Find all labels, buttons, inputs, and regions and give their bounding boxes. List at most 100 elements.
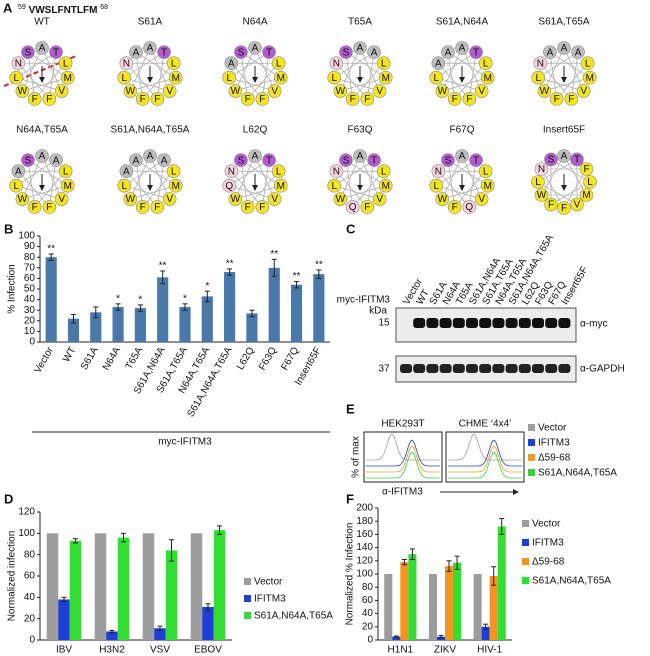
legend-label: Vector xyxy=(532,519,561,530)
band xyxy=(400,364,412,373)
bar xyxy=(179,307,191,342)
panel-label: D xyxy=(4,491,13,506)
significance: * xyxy=(138,295,142,306)
residue-label: T xyxy=(266,155,272,166)
residue xyxy=(162,192,177,206)
y-tick-label: 20 xyxy=(24,613,36,624)
wheel-edge xyxy=(27,51,68,78)
band xyxy=(558,364,571,373)
residue-label: A xyxy=(147,43,154,54)
wheel-edge xyxy=(334,185,380,200)
residue-label: A xyxy=(228,58,235,69)
legend-swatch xyxy=(528,424,535,431)
legend-label: IFITM3 xyxy=(532,538,564,549)
band xyxy=(439,318,452,328)
residue-label: T xyxy=(574,155,580,166)
residue xyxy=(135,200,150,214)
residue xyxy=(162,84,177,98)
residue-label: F xyxy=(245,202,251,213)
wheel-edge xyxy=(149,155,170,200)
residue-label: A xyxy=(435,58,442,69)
bar xyxy=(142,533,155,640)
residue-label: W xyxy=(18,86,28,97)
residue-label: V xyxy=(574,200,581,211)
bar xyxy=(428,574,437,640)
residue-label: N xyxy=(538,164,545,175)
y-tick-label: 120 xyxy=(356,555,373,566)
y-tick-label: 40 xyxy=(24,592,36,603)
wheel-edge xyxy=(334,77,380,92)
residue-label: F xyxy=(583,164,589,175)
residue-label: W xyxy=(126,86,136,97)
wheel-edge xyxy=(240,51,281,78)
legend-label: IFITM3 xyxy=(254,594,286,605)
significance: ** xyxy=(226,259,234,270)
residue-label: L xyxy=(331,73,337,84)
residue xyxy=(166,164,181,178)
y-tick-label: 50 xyxy=(24,284,36,295)
wheel-edge xyxy=(126,171,158,208)
residue-label: L xyxy=(433,73,439,84)
wheel-edge xyxy=(229,185,275,200)
residue xyxy=(480,70,495,85)
residue-label: S xyxy=(25,155,32,166)
residue xyxy=(60,178,75,193)
y-tick-label: 140 xyxy=(356,542,373,553)
residue xyxy=(54,192,69,206)
bar xyxy=(392,636,401,640)
residue xyxy=(429,178,444,193)
residue xyxy=(333,192,348,206)
band xyxy=(518,364,531,373)
residue xyxy=(15,84,30,98)
bar xyxy=(112,307,124,342)
residue xyxy=(267,192,282,206)
wheel-edge xyxy=(571,52,579,99)
residue-label: Q xyxy=(225,181,233,192)
residue xyxy=(240,92,255,106)
wheel-edge xyxy=(22,47,43,92)
significance: ** xyxy=(47,244,55,255)
residue-label: T xyxy=(53,47,59,58)
wheel-edge xyxy=(16,185,62,200)
wheel-edge xyxy=(461,155,482,200)
residue xyxy=(543,45,557,59)
residue-label: A xyxy=(561,151,568,162)
residue xyxy=(534,188,549,202)
residue xyxy=(372,192,387,206)
residue xyxy=(267,84,282,98)
x-tick-label: IBV xyxy=(56,645,72,656)
wheel-edge xyxy=(240,159,281,186)
wheel-edge xyxy=(130,155,151,200)
residue-label: L xyxy=(121,73,127,84)
band xyxy=(426,364,439,373)
wheel-edge xyxy=(334,159,375,186)
residue xyxy=(576,84,591,98)
residue-label: A xyxy=(133,155,140,166)
wheel-label: T65A xyxy=(348,17,372,28)
panel-label: B xyxy=(4,221,13,236)
bar xyxy=(90,312,102,342)
residue-label: Q xyxy=(349,202,357,213)
bar xyxy=(165,550,178,640)
residue-label: L xyxy=(171,58,177,69)
residue xyxy=(353,41,367,55)
flow-y-label: % of max xyxy=(351,436,362,478)
wheel-edge xyxy=(157,160,165,207)
residue xyxy=(431,56,446,70)
wheel-edge xyxy=(345,51,386,78)
legend-label: S61A,N64A,T65A xyxy=(532,576,611,587)
y-tick-label: 40 xyxy=(24,294,36,305)
y-tick-label: 0 xyxy=(367,635,373,646)
wheel-edge xyxy=(22,77,68,92)
residue xyxy=(372,84,387,98)
wheel-edge xyxy=(229,51,270,78)
y-tick-label: 180 xyxy=(356,516,373,527)
residue xyxy=(367,153,381,167)
residue-label: S xyxy=(343,47,350,58)
wheel-edge xyxy=(454,171,486,208)
bar xyxy=(190,533,203,640)
residue xyxy=(119,164,134,178)
residue-label: F xyxy=(466,94,472,105)
residue-label: A xyxy=(133,47,140,58)
residue xyxy=(54,84,69,98)
